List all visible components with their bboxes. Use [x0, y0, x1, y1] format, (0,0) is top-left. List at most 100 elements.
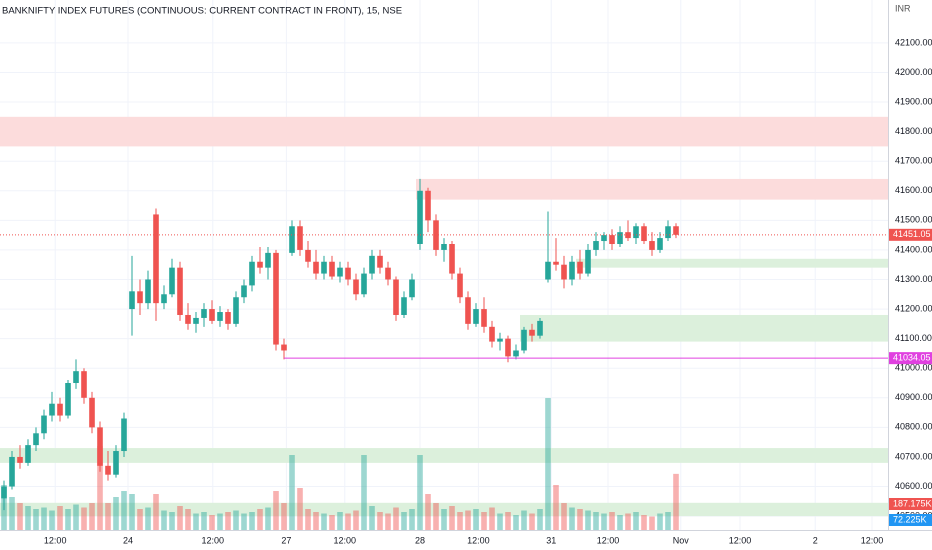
x-tick-label: 12:00 — [729, 535, 752, 545]
volume-bar — [641, 515, 647, 530]
volume-bar — [633, 512, 639, 530]
x-tick-label: 2 — [813, 535, 818, 545]
y-tick-label: 42000.00 — [895, 67, 932, 77]
volume-bar — [585, 510, 591, 530]
candle-body — [329, 261, 335, 277]
candle-body — [641, 226, 647, 242]
candle-body — [465, 297, 471, 324]
volume-bar — [521, 510, 527, 530]
volume-bar — [137, 509, 143, 530]
candle-body — [377, 255, 383, 268]
candle-body — [521, 329, 527, 351]
candle-body — [185, 314, 191, 324]
volume-bar — [593, 512, 599, 530]
candle-body — [105, 465, 111, 475]
volume-bar — [201, 512, 207, 530]
x-tick-label: 12:00 — [334, 535, 357, 545]
volume-ma-tag — [889, 514, 932, 526]
candle-body — [417, 190, 423, 245]
volume-bar — [241, 513, 247, 530]
y-tick-label: 42100.00 — [895, 37, 932, 47]
volume-bar — [609, 512, 615, 530]
candle-body — [345, 267, 351, 280]
volume-bar — [329, 515, 335, 530]
x-tick-label: 12:00 — [44, 535, 67, 545]
volume-bar — [9, 497, 15, 530]
candle-body — [201, 309, 207, 318]
volume-bar — [289, 455, 295, 530]
volume-bar — [113, 497, 119, 530]
volume-bar — [105, 503, 111, 530]
candle-body — [321, 261, 327, 274]
volume-bar — [345, 513, 351, 530]
volume-bar — [545, 398, 551, 530]
volume-bar — [601, 513, 607, 530]
volume-bar — [153, 494, 159, 530]
y-tick-label: 41900.00 — [895, 96, 932, 106]
volume-bar — [425, 494, 431, 530]
y-tick-label: 41400.00 — [895, 244, 932, 254]
volume-bar — [281, 503, 287, 530]
candle-body — [305, 249, 311, 262]
volume-bar — [233, 510, 239, 530]
candle-body — [393, 279, 399, 315]
candle-body — [225, 312, 231, 324]
volume-bar — [177, 506, 183, 530]
candle-body — [1, 486, 7, 499]
volume-bar — [249, 512, 255, 530]
x-tick-label: 31 — [546, 535, 556, 545]
axes: 40500.0040600.0040700.0040800.0040900.00… — [44, 37, 932, 545]
x-tick-label: 12:00 — [467, 535, 490, 545]
volume-bar — [457, 512, 463, 530]
price-tag — [889, 228, 932, 241]
x-tick-label: 27 — [281, 535, 291, 545]
x-tick-label: Nov — [673, 535, 690, 545]
volume-bar — [97, 446, 103, 530]
volume-bar — [73, 504, 79, 530]
price-tag-label: 41034.05 — [893, 353, 931, 363]
volume-bar — [553, 485, 559, 530]
candle-body — [553, 261, 559, 265]
volume-bar — [17, 503, 23, 530]
volume-bar — [393, 507, 399, 530]
volume-bar — [481, 512, 487, 530]
volume-bar — [657, 513, 663, 530]
candle-body — [89, 397, 95, 428]
volume-tag — [889, 498, 932, 510]
volume-bar — [673, 473, 679, 530]
candle-body — [9, 456, 15, 487]
volume-bar — [225, 512, 231, 530]
volume-bar — [401, 512, 407, 530]
candle-body — [153, 214, 159, 304]
volume-bar — [577, 509, 583, 530]
volume-bar — [121, 491, 127, 530]
candle-body — [649, 241, 655, 250]
volume-bar — [265, 507, 271, 530]
y-tick-label: 40600.00 — [895, 481, 932, 491]
candle-body — [265, 252, 271, 268]
zone — [0, 116, 888, 147]
candle-body — [49, 403, 55, 416]
volume-bar — [209, 515, 215, 530]
volume-bar — [81, 507, 87, 530]
y-tick-label: 41800.00 — [895, 126, 932, 136]
candle-body — [385, 267, 391, 280]
currency: INR — [895, 3, 911, 13]
zone — [0, 502, 888, 517]
volume-bar — [369, 506, 375, 530]
volume-bar — [169, 512, 175, 530]
candle-body — [169, 267, 175, 295]
volume-bar — [417, 455, 423, 530]
y-tick-label: 40800.00 — [895, 422, 932, 432]
candle-body — [561, 264, 567, 280]
candle-body — [601, 235, 607, 242]
candle-body — [217, 312, 223, 321]
volume-bar — [25, 506, 31, 530]
candle-body — [249, 261, 255, 286]
y-tick-label: 41600.00 — [895, 185, 932, 195]
candle-body — [145, 279, 151, 304]
candle-body — [313, 261, 319, 274]
volume-bar — [505, 512, 511, 530]
volume-tag-label: 187.175K — [893, 498, 932, 508]
